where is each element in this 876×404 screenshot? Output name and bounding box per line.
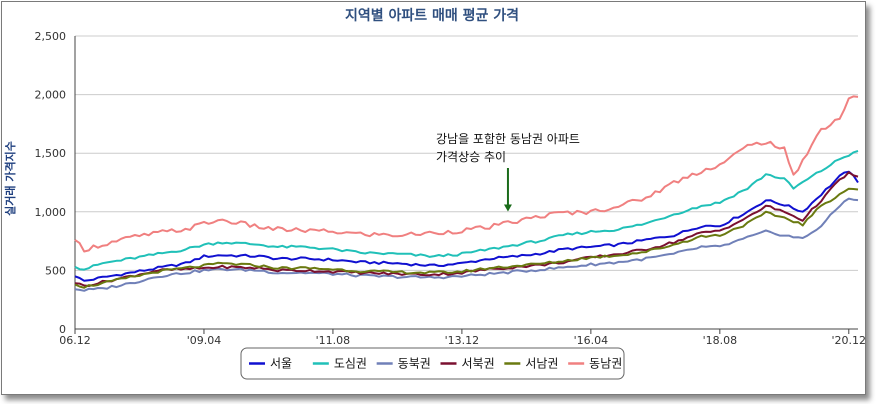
annotation-line-1: 강남을 포함한 동남권 아파트 [436, 132, 580, 146]
legend-label: 서울 [270, 357, 292, 371]
x-tick-label: '16.04 [574, 334, 609, 347]
x-tick-label: '13.12 [445, 334, 480, 347]
annotation-line-2: 가격상승 추이 [436, 150, 506, 164]
legend-label: 서북권 [462, 357, 495, 371]
legend-label: 서남권 [525, 357, 558, 371]
series-line-3 [74, 197, 859, 292]
legend-label: 동북권 [398, 357, 431, 371]
series-line-6 [74, 95, 859, 253]
series-group [74, 95, 859, 292]
series-line-1 [74, 170, 859, 282]
chart-title: 지역별 아파트 매매 평균 가격 [345, 7, 519, 24]
y-tick-label: 1,000 [35, 206, 67, 219]
y-tick-label: 2,500 [35, 30, 67, 43]
series-line-4 [74, 171, 859, 287]
axes: 0 500 1,000 1,500 2,000 2,500 06.12 '09.04 '11.0… [35, 30, 867, 347]
legend-box [240, 347, 625, 380]
y-tick-label: 500 [45, 264, 66, 277]
y-tick-label: 2,000 [35, 89, 67, 102]
series-line-2 [74, 149, 859, 271]
legend-label: 동남권 [589, 357, 622, 371]
legend-label: 도심권 [334, 357, 367, 371]
x-tick-label: '20.12 [832, 334, 867, 347]
x-tick-label: '18.08 [703, 334, 738, 347]
x-tick-label: 06.12 [59, 334, 91, 347]
y-tick-label: 0 [59, 323, 66, 336]
y-axis-label: 실거래 가격지수 [3, 141, 17, 216]
legend: 서울 도심권 동북권 서북권 서남권 동남권 [240, 347, 625, 380]
x-tick-label: '09.04 [187, 334, 222, 347]
y-tick-label: 1,500 [35, 147, 67, 160]
x-tick-label: '11.08 [316, 334, 351, 347]
series-line-5 [74, 187, 859, 289]
annotation-arrow-head [503, 204, 512, 212]
annotation: 강남을 포함한 동남권 아파트 가격상승 추이 [436, 132, 580, 212]
